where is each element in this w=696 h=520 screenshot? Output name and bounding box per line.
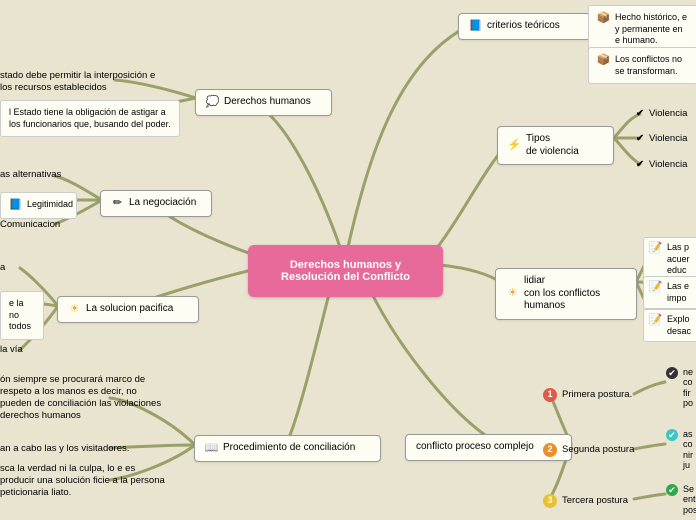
leaf-neg1[interactable]: as alternativas <box>0 169 61 181</box>
lid2-icon: 📝 <box>649 281 662 294</box>
viol3-check-icon: ✔ <box>636 159 644 171</box>
node-proced[interactable]: 📖 Procedimiento de conciliación <box>194 435 381 462</box>
node-lidiar[interactable]: ☀ lidiarcon los conflictos humanos <box>495 268 637 320</box>
solucion-icon: ☀ <box>68 303 81 316</box>
leaf-crit2[interactable]: 📦Los conflictos no se transforman. <box>588 47 696 84</box>
tipos-label: Tiposde violencia <box>526 133 579 158</box>
criterios-icon: 📘 <box>469 20 482 33</box>
node-criterios[interactable]: 📘 criterios teóricos <box>458 13 590 40</box>
neg2-icon: 📘 <box>9 199 22 212</box>
leaf-post2[interactable]: 2Segunda postura <box>543 443 634 457</box>
leaf-viol1[interactable]: ✔Violencia <box>636 108 687 120</box>
derechos-label: Derechos humanos <box>224 96 311 109</box>
node-solucion[interactable]: ☀ La solucion pacifica <box>57 296 199 323</box>
edge <box>263 109 340 247</box>
tipos-icon: ⚡ <box>508 139 521 152</box>
lid3-icon: 📝 <box>649 314 662 327</box>
leaf-pro1[interactable]: ón siempre se procurará marco de respeto… <box>0 374 170 422</box>
leaf-pro3[interactable]: sca la verdad ni la culpa, lo e es produ… <box>0 463 170 499</box>
proced-icon: 📖 <box>205 442 218 455</box>
crit1-icon: 📦 <box>597 12 610 25</box>
proced-label: Procedimiento de conciliación <box>223 442 355 455</box>
leaf-post1[interactable]: 1Primera postura. <box>543 388 632 402</box>
edge <box>634 494 665 499</box>
leaf-viol3[interactable]: ✔Violencia <box>636 159 687 171</box>
edge <box>634 444 665 449</box>
viol1-check-icon: ✔ <box>636 108 644 120</box>
criterios-label: criterios teóricos <box>487 20 560 33</box>
post2-badge: 2 <box>543 443 557 457</box>
node-negociacion[interactable]: ✏ La negociación <box>100 190 212 217</box>
solucion-label: La solucion pacifica <box>86 303 173 316</box>
p2det-icon: ✔ <box>666 429 678 441</box>
leaf-der2[interactable]: l Estado tiene la obligación de astigar … <box>0 100 180 137</box>
post1-badge: 1 <box>543 388 557 402</box>
node-derechos[interactable]: 💭 Derechos humanos <box>195 89 332 116</box>
lidiar-icon: ☀ <box>506 287 519 300</box>
lid1-icon: 📝 <box>649 242 662 255</box>
edge <box>290 290 330 435</box>
leaf-pro2[interactable]: an a cabo las y los visitadores. <box>0 443 129 455</box>
leaf-sol1[interactable]: a <box>0 262 5 274</box>
negociacion-icon: ✏ <box>111 197 124 210</box>
crit2-icon: 📦 <box>597 54 610 67</box>
post3-badge: 3 <box>543 494 557 508</box>
p3det-icon: ✔ <box>666 484 678 496</box>
root-label: Derechos humanos y Resolución del Confli… <box>281 259 410 283</box>
node-tipos[interactable]: ⚡ Tiposde violencia <box>497 126 614 165</box>
p1det-icon: ✔ <box>666 367 678 379</box>
edge <box>634 382 665 394</box>
leaf-p1det[interactable]: ✔necofirpo <box>666 367 693 408</box>
leaf-viol2[interactable]: ✔Violencia <box>636 133 687 145</box>
edge <box>370 290 485 435</box>
lidiar-label: lidiarcon los conflictos humanos <box>524 275 626 313</box>
edge <box>348 25 470 247</box>
leaf-post3[interactable]: 3Tercera postura <box>543 494 628 508</box>
edge <box>440 265 500 282</box>
leaf-lid3[interactable]: 📝Explo desac <box>643 309 696 342</box>
negociacion-label: La negociación <box>129 197 196 210</box>
derechos-icon: 💭 <box>206 96 219 109</box>
leaf-p2det[interactable]: ✔asconirju <box>666 429 693 470</box>
leaf-neg3[interactable]: Comunicacion <box>0 219 60 231</box>
leaf-der1[interactable]: stado debe permitir la interposición e l… <box>0 70 170 94</box>
leaf-sol2[interactable]: e la no todos <box>0 291 44 340</box>
leaf-p3det[interactable]: ✔Seentpos <box>666 484 696 515</box>
leaf-sol3[interactable]: la vía <box>0 344 23 356</box>
viol2-check-icon: ✔ <box>636 133 644 145</box>
leaf-neg2[interactable]: 📘Legitimidad <box>0 192 77 219</box>
conflicto-label: conflicto proceso complejo <box>416 441 534 454</box>
root-node[interactable]: Derechos humanos y Resolución del Confli… <box>248 245 443 297</box>
leaf-lid2[interactable]: 📝Las e impo <box>643 276 696 309</box>
